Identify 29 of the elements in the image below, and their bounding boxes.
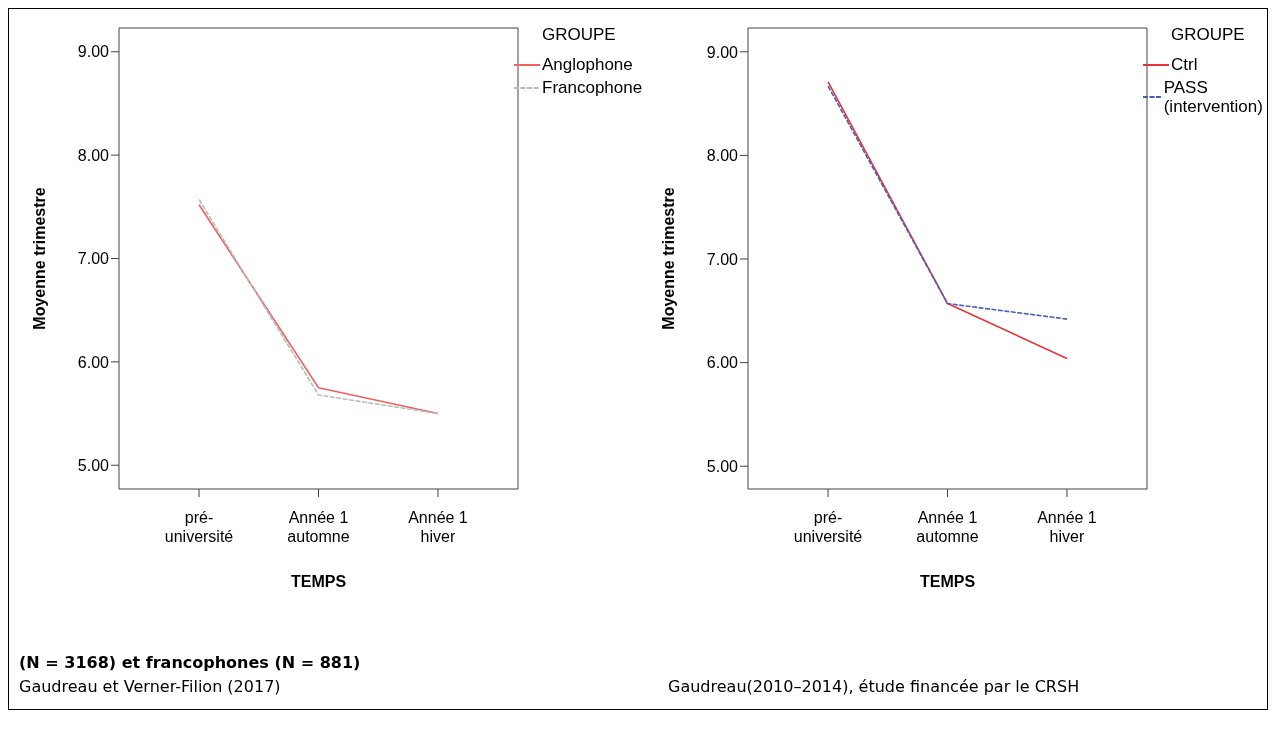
legend-title: GROUPE — [542, 25, 617, 45]
y-axis-title: Moyenne trimestre — [30, 187, 48, 330]
text: Gaudreau(2010–2014), étude financée par le CRSH — [668, 676, 1080, 698]
y-axis-title: Moyenne trimestre — [659, 187, 677, 330]
x-tick-label: Année 1 automne — [916, 509, 979, 545]
legend-label: Ctrl — [1171, 55, 1198, 74]
y-tick-label: 7.00 — [706, 250, 739, 268]
legend-label: Anglophone — [542, 55, 633, 74]
x-tick-label: pré-université — [164, 509, 234, 545]
x-tick-label: Année 1 hiver — [1037, 509, 1097, 545]
y-tick-label: 5.00 — [706, 457, 739, 475]
legend-label: Francophone — [542, 78, 643, 97]
y-tick-label: 9.00 — [77, 43, 110, 61]
y-tick-label: 9.00 — [706, 43, 739, 61]
y-tick-label: 7.00 — [77, 250, 110, 268]
y-tick-label: 8.00 — [706, 147, 739, 165]
text: (N = 3168) et francophones (N = 881) — [19, 652, 361, 674]
x-tick-label: Année 1 automne — [287, 509, 350, 545]
y-tick-label: 6.00 — [77, 353, 110, 371]
y-tick-label: 8.00 — [77, 146, 110, 164]
text: Gaudreau et Verner-Filion (2017) — [19, 676, 282, 698]
legend-label: PASS (intervention) — [1163, 78, 1264, 116]
x-axis-title: TEMPS — [290, 573, 347, 590]
y-tick-label: 6.00 — [706, 354, 739, 372]
y-tick-label: 5.00 — [77, 456, 110, 474]
x-axis-title: TEMPS — [919, 573, 976, 590]
x-tick-label: Année 1 hiver — [408, 509, 468, 545]
legend-title: GROUPE — [1171, 25, 1246, 45]
x-tick-label: pré-université — [793, 509, 863, 545]
